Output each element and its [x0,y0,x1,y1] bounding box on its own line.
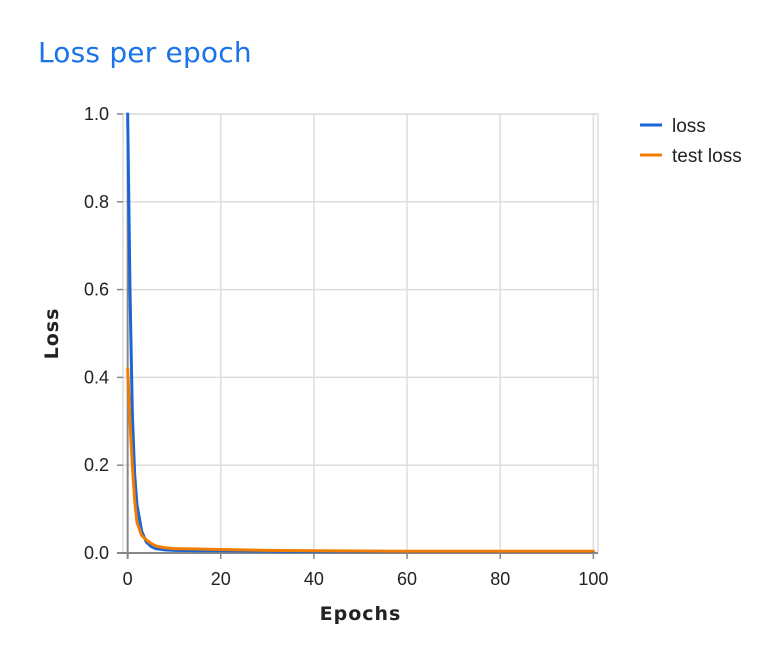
x-tick-label: 0 [123,569,133,589]
y-tick-label: 0.8 [84,192,109,212]
axis-layer [117,114,598,559]
x-tick-label: 20 [211,569,231,589]
x-tick-label: 40 [304,569,324,589]
y-tick-label: 0.4 [84,367,109,387]
x-axis-title: Epochs [320,603,402,625]
series-layer [126,112,595,554]
y-tick-label: 0.0 [84,543,109,563]
y-tick-label: 0.2 [84,455,109,475]
series-line-test-loss [126,367,595,553]
x-tick-label: 80 [490,569,510,589]
y-axis-title: Loss [41,308,63,360]
legend: loss test loss [640,116,742,167]
x-tick-label: 100 [578,569,608,589]
legend-label: test loss [672,146,742,167]
grid-layer [122,113,599,554]
x-tick-label: 60 [397,569,417,589]
tick-layer: 0 20 40 60 80 100 0.0 0.2 0.4 0.6 0.8 1.0 [84,104,608,589]
page-title: Loss per epoch [38,36,252,69]
plot-frame [122,113,599,554]
y-tick-label: 0.6 [84,280,109,300]
series-line-loss [126,112,595,554]
legend-label: loss [672,116,706,137]
y-tick-label: 1.0 [84,104,109,124]
